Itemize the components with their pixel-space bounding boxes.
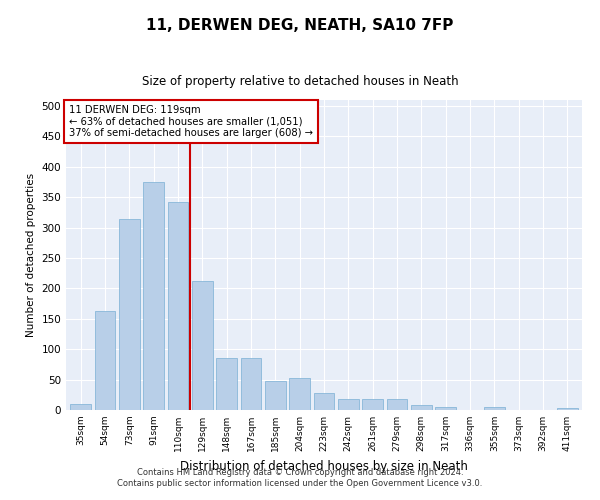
- Text: Contains HM Land Registry data © Crown copyright and database right 2024.
Contai: Contains HM Land Registry data © Crown c…: [118, 468, 482, 487]
- Bar: [484, 407, 505, 410]
- Bar: [192, 280, 212, 410]
- Bar: [70, 404, 91, 410]
- X-axis label: Distribution of detached houses by size in Neath: Distribution of detached houses by size …: [180, 460, 468, 472]
- Bar: [289, 378, 310, 410]
- Bar: [314, 393, 334, 410]
- Bar: [143, 182, 164, 410]
- Bar: [241, 358, 262, 410]
- Bar: [362, 399, 383, 410]
- Bar: [167, 202, 188, 410]
- Text: 11, DERWEN DEG, NEATH, SA10 7FP: 11, DERWEN DEG, NEATH, SA10 7FP: [146, 18, 454, 32]
- Bar: [386, 399, 407, 410]
- Bar: [411, 405, 432, 410]
- Bar: [338, 399, 359, 410]
- Bar: [265, 381, 286, 410]
- Text: Size of property relative to detached houses in Neath: Size of property relative to detached ho…: [142, 74, 458, 88]
- Y-axis label: Number of detached properties: Number of detached properties: [26, 173, 36, 337]
- Text: 11 DERWEN DEG: 119sqm
← 63% of detached houses are smaller (1,051)
37% of semi-d: 11 DERWEN DEG: 119sqm ← 63% of detached …: [68, 104, 313, 138]
- Bar: [216, 358, 237, 410]
- Bar: [119, 218, 140, 410]
- Bar: [436, 407, 456, 410]
- Bar: [95, 311, 115, 410]
- Bar: [557, 408, 578, 410]
